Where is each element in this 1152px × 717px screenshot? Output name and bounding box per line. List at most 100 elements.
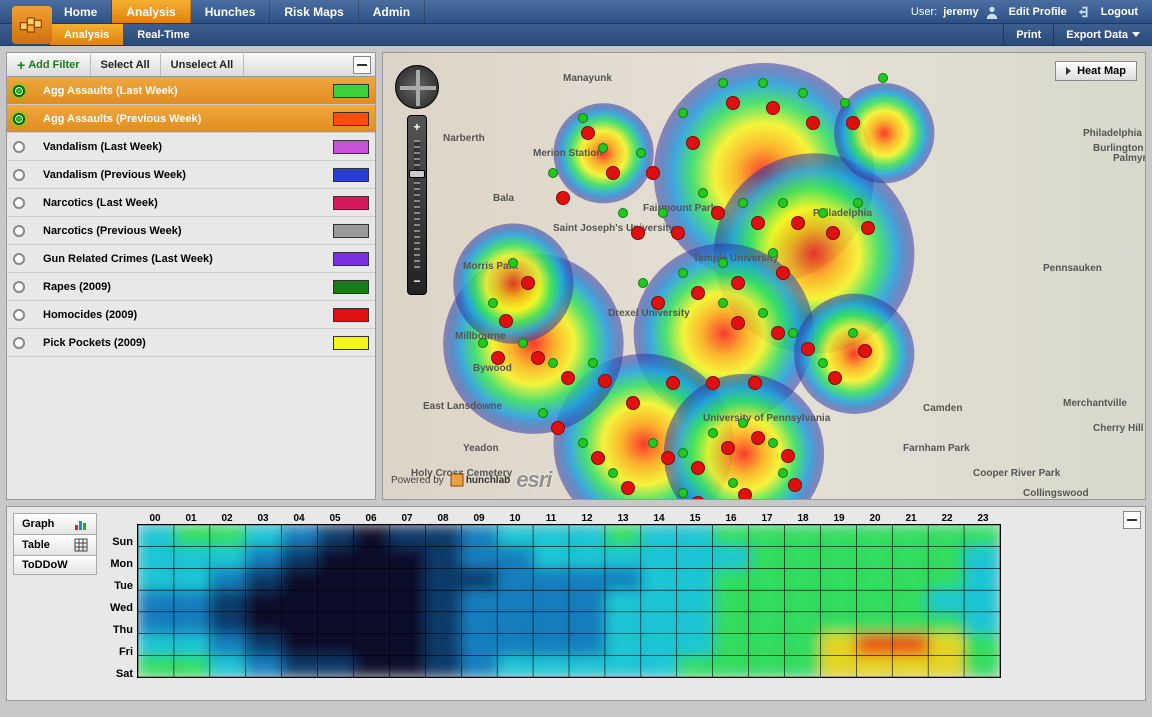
edit-profile-link[interactable]: Edit Profile	[1005, 6, 1071, 18]
map-pin[interactable]	[858, 344, 872, 358]
map-panel[interactable]: ManayunkNarberthMerion StationBalaSaint …	[382, 52, 1146, 500]
map-pin[interactable]	[853, 198, 863, 208]
map-pin[interactable]	[778, 198, 788, 208]
filter-row[interactable]: Pick Pockets (2009)	[7, 329, 375, 357]
map-pin[interactable]	[826, 226, 840, 240]
map-pin[interactable]	[581, 126, 595, 140]
map-pin[interactable]	[631, 226, 645, 240]
map-pin[interactable]	[691, 461, 705, 475]
filter-radio[interactable]	[13, 253, 25, 265]
filter-row[interactable]: Gun Related Crimes (Last Week)	[7, 245, 375, 273]
zoom-track[interactable]	[414, 140, 420, 270]
map-pin[interactable]	[661, 451, 675, 465]
filter-row[interactable]: Vandalism (Previous Week)	[7, 161, 375, 189]
map-pin[interactable]	[758, 78, 768, 88]
filter-row[interactable]: Agg Assaults (Last Week)	[7, 77, 375, 105]
nav-tab-risk-maps[interactable]: Risk Maps	[270, 0, 358, 23]
map-pin[interactable]	[671, 226, 685, 240]
map-pin[interactable]	[686, 136, 700, 150]
map-pin[interactable]	[706, 376, 720, 390]
filter-radio[interactable]	[13, 225, 25, 237]
filter-row[interactable]: Agg Assaults (Previous Week)	[7, 105, 375, 133]
map-pin[interactable]	[551, 421, 565, 435]
map-pin[interactable]	[751, 431, 765, 445]
map-pin[interactable]	[521, 276, 535, 290]
map-pin[interactable]	[788, 328, 798, 338]
filter-radio[interactable]	[13, 309, 25, 321]
filter-row[interactable]: Homocides (2009)	[7, 301, 375, 329]
map-pin[interactable]	[588, 358, 598, 368]
map-pin[interactable]	[478, 338, 488, 348]
map-pin[interactable]	[828, 371, 842, 385]
map-pin[interactable]	[878, 73, 888, 83]
map-pin[interactable]	[766, 101, 780, 115]
nav-tab-home[interactable]: Home	[50, 0, 112, 23]
map-pin[interactable]	[791, 216, 805, 230]
map-pin[interactable]	[678, 488, 688, 498]
map-pin[interactable]	[636, 148, 646, 158]
collapse-sidebar-button[interactable]	[353, 56, 371, 74]
map-pin[interactable]	[728, 478, 738, 488]
sub-tab-analysis[interactable]: Analysis	[50, 24, 123, 45]
nav-tab-analysis[interactable]: Analysis	[112, 0, 190, 23]
map-pin[interactable]	[721, 441, 735, 455]
map-pin[interactable]	[608, 468, 618, 478]
map-pin[interactable]	[678, 268, 688, 278]
sub-tab-real-time[interactable]: Real-Time	[123, 24, 203, 45]
map-pin[interactable]	[638, 278, 648, 288]
map-pin[interactable]	[758, 308, 768, 318]
map-pin[interactable]	[778, 468, 788, 478]
filter-row[interactable]: Rapes (2009)	[7, 273, 375, 301]
nav-tab-hunches[interactable]: Hunches	[191, 0, 271, 23]
map-pin[interactable]	[598, 143, 608, 153]
map-pin[interactable]	[556, 191, 570, 205]
map-pin[interactable]	[818, 358, 828, 368]
map-pin[interactable]	[818, 208, 828, 218]
filter-radio[interactable]	[13, 169, 25, 181]
map-pin[interactable]	[751, 216, 765, 230]
filter-radio[interactable]	[13, 281, 25, 293]
map-pin[interactable]	[666, 376, 680, 390]
filter-row[interactable]: Narcotics (Last Week)	[7, 189, 375, 217]
map-pin[interactable]	[731, 316, 745, 330]
map-pin[interactable]	[748, 376, 762, 390]
map-pin[interactable]	[491, 351, 505, 365]
filter-row[interactable]: Vandalism (Last Week)	[7, 133, 375, 161]
map-pin[interactable]	[726, 96, 740, 110]
map-pin[interactable]	[708, 428, 718, 438]
zoom-thumb[interactable]	[409, 170, 425, 178]
map-pin[interactable]	[788, 478, 802, 492]
map-pin[interactable]	[618, 208, 628, 218]
map-pin[interactable]	[711, 206, 725, 220]
map-pin[interactable]	[531, 351, 545, 365]
map-pin[interactable]	[508, 258, 518, 268]
collapse-bottom-button[interactable]	[1123, 511, 1141, 529]
map-pin[interactable]	[738, 488, 752, 500]
map-pin[interactable]	[718, 78, 728, 88]
map-pin[interactable]	[698, 188, 708, 198]
filter-radio[interactable]	[13, 141, 25, 153]
map-pin[interactable]	[718, 258, 728, 268]
map-pin[interactable]	[578, 438, 588, 448]
map-zoom-bar[interactable]: + −	[407, 115, 427, 295]
map-pin[interactable]	[499, 314, 513, 328]
map-pin[interactable]	[578, 113, 588, 123]
map-pin[interactable]	[798, 88, 808, 98]
unselect-all-button[interactable]: Unselect All	[161, 54, 245, 76]
map-pin[interactable]	[626, 396, 640, 410]
map-pin[interactable]	[738, 418, 748, 428]
filter-row[interactable]: Narcotics (Previous Week)	[7, 217, 375, 245]
map-pin[interactable]	[768, 248, 778, 258]
bottom-tab-table[interactable]: Table	[13, 534, 97, 556]
map-pin[interactable]	[738, 198, 748, 208]
map-pin[interactable]	[561, 371, 575, 385]
map-pin[interactable]	[488, 298, 498, 308]
map-pin[interactable]	[518, 338, 528, 348]
map-pin[interactable]	[621, 481, 635, 495]
map-pin[interactable]	[731, 276, 745, 290]
bottom-tab-graph[interactable]: Graph	[13, 513, 97, 535]
logout-link[interactable]: Logout	[1097, 6, 1142, 18]
map-pin[interactable]	[848, 328, 858, 338]
bottom-tab-toddow[interactable]: ToDDoW	[13, 555, 97, 575]
zoom-in-button[interactable]: +	[409, 120, 425, 136]
